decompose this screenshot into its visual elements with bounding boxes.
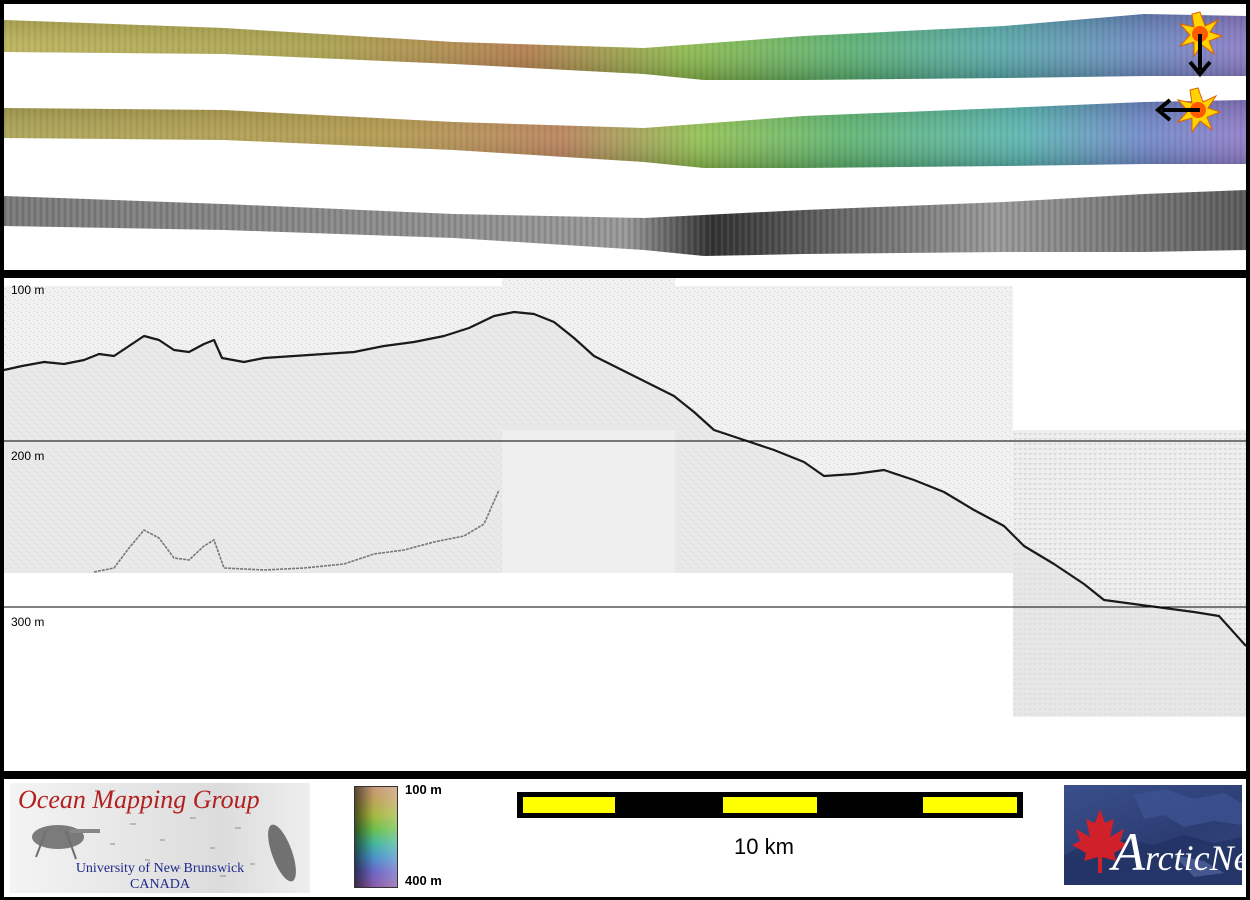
colorbar-top-label: 100 m [405,782,442,797]
multiple-reflector [93,489,500,573]
depth-label-300: 300 m [11,615,45,629]
depth-colorbar [354,786,398,888]
arrow-down-icon [1188,34,1212,78]
arctic-map-icon [1064,789,1242,885]
arcticnet-rest: rcticNet [1145,838,1242,878]
bathymetry-strip-2 [4,100,1246,168]
backscatter-strip [4,190,1246,256]
arcticnet-logo: ArcticNet [1064,785,1242,885]
depth-label-200: 200 m [11,449,45,463]
arcticnet-initial: A [1112,822,1145,882]
scale-bar-segment [523,797,615,813]
omg-university: University of New Brunswick [75,861,245,876]
scale-bar-segment [923,797,1017,813]
footer-panel: Ocean Mapping Group University of New Br… [4,779,1246,897]
swath-strips [4,11,1246,256]
sonar-device-icon [32,817,296,882]
depth-label-100: 100 m [11,283,45,297]
maple-leaf-icon [1072,809,1128,873]
swath-panel [4,4,1246,270]
colorbar-bottom-label: 400 m [405,873,442,888]
subbottom-profile-panel: 100 m 200 m 300 m [4,278,1246,771]
scale-bar-label: 10 km [734,834,794,859]
ocean-mapping-group-logo: Ocean Mapping Group University of New Br… [10,783,310,893]
arrow-left-icon [1154,98,1200,122]
seabed-reflector [4,310,1246,647]
scale-bar [517,792,1023,818]
scale-bar-segment [723,797,817,813]
arcticnet-wordmark: ArcticNet [1112,821,1242,883]
echogram [4,278,1246,717]
omg-country: CANADA [130,877,190,892]
bathymetry-strip-1 [4,14,1246,80]
omg-title: Ocean Mapping Group [18,785,260,814]
